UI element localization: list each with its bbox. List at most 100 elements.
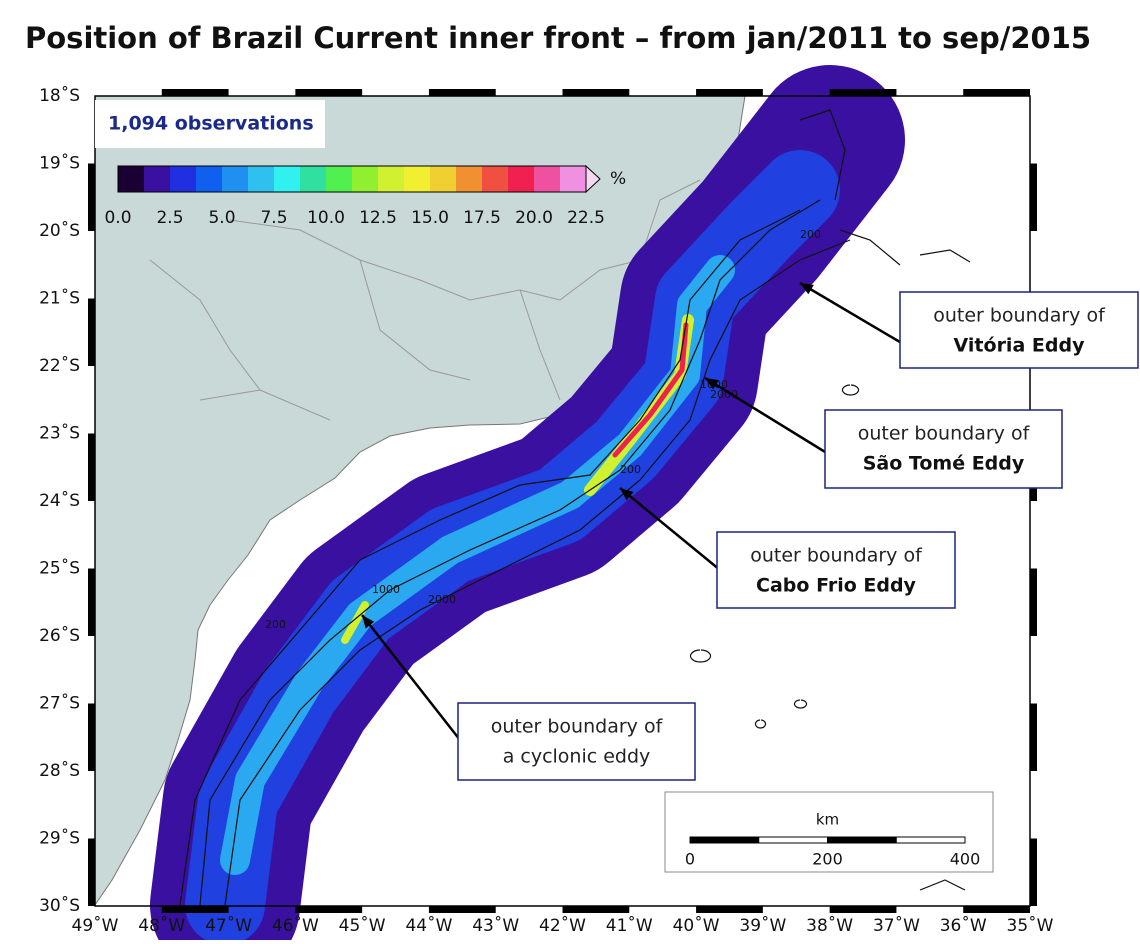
frame-bar (829, 89, 897, 96)
frame-bar (562, 906, 630, 913)
contour-label: 1000 (372, 583, 400, 596)
annotation-line2: Vitória Eddy (954, 335, 1086, 357)
annotation-arrow (704, 376, 831, 457)
annotation-box (457, 702, 696, 781)
lon-label: 39˚W (739, 915, 786, 936)
annotation-line2: São Tomé Eddy (863, 453, 1025, 475)
axes-labels: 18˚S 19˚S 20˚S 21˚S 22˚S 23˚S 24˚S 25˚S 26˚S 27˚S… (39, 85, 1054, 936)
colorbar-tick: 20.0 (515, 208, 553, 228)
observations-box (95, 100, 325, 148)
colorbar-cell (534, 166, 560, 192)
lon-label: 36˚W (940, 915, 987, 936)
scale-segment (827, 836, 897, 844)
lat-label: 24˚S (39, 490, 80, 511)
arrow-head (705, 378, 719, 390)
annotation-box (716, 531, 956, 609)
frame-bar (88, 838, 95, 906)
annotation-arrow (799, 281, 906, 347)
colorbar-cell (118, 166, 144, 192)
colorbar-tick: 7.5 (260, 208, 287, 228)
lat-label: 28˚S (39, 760, 80, 781)
lon-label: 46˚W (272, 915, 319, 936)
lat-label: 30˚S (39, 895, 80, 916)
scale-tick: 0 (685, 850, 695, 869)
lon-label: 35˚W (1007, 915, 1054, 936)
frame-bar (829, 906, 897, 913)
colorbar-cell (430, 166, 456, 192)
colorbar-cell (222, 166, 248, 192)
contour-label: 200 (800, 228, 821, 241)
frame-bar (161, 906, 229, 913)
arrow-head (620, 488, 634, 501)
front-density (150, 65, 905, 944)
annotation-arrow (361, 614, 461, 741)
map: 2001000200020010002000200 1,094 observat… (88, 65, 1037, 944)
frame-bar (88, 298, 95, 366)
lon-label: 43˚W (472, 915, 519, 936)
scale-unit: km (816, 811, 839, 829)
contour-label: 2000 (710, 388, 738, 401)
frame-bar (1030, 568, 1037, 636)
lon-label: 48˚W (138, 915, 185, 936)
frame-bar (161, 89, 229, 96)
lat-label: 19˚S (39, 153, 80, 174)
lat-label: 25˚S (39, 558, 80, 579)
frame-bar (1030, 703, 1037, 771)
colorbar-cell (352, 166, 378, 192)
lon-label: 45˚W (339, 915, 386, 936)
lat-label: 23˚S (39, 423, 80, 444)
colorbar-cell (274, 166, 300, 192)
scale-box (664, 791, 994, 873)
lon-label: 41˚W (606, 915, 653, 936)
contour-label: 2000 (428, 593, 456, 606)
scale-tick: 200 (812, 850, 843, 869)
lon-label: 47˚W (205, 915, 252, 936)
frame-bar (295, 906, 363, 913)
frame-bar (1030, 163, 1037, 231)
annotations: outer boundary of Vitória Eddy outer bound… (361, 281, 1139, 781)
colorbar-tick: 2.5 (156, 208, 183, 228)
annotation-line1: outer boundary of (933, 305, 1106, 327)
colorbar-cell (196, 166, 222, 192)
annotation-box (899, 291, 1139, 369)
isobaths (179, 109, 971, 906)
colorbar-tick: 10.0 (307, 208, 345, 228)
frame-bar (428, 89, 496, 96)
colorbar-cell (560, 166, 586, 192)
frame-bar (963, 89, 1030, 96)
arrow-head (800, 283, 814, 295)
colorbar-tick: 5.0 (208, 208, 235, 228)
colorbar-cell (248, 166, 274, 192)
annotation-arrow (619, 487, 721, 571)
lon-label: 40˚W (673, 915, 720, 936)
frame-bar (562, 89, 630, 96)
lon-label: 37˚W (873, 915, 920, 936)
colorbar-tick: 15.0 (411, 208, 449, 228)
arrow-head (362, 615, 375, 629)
annotation-line1: outer boundary of (750, 545, 923, 567)
lon-label: 49˚W (72, 915, 119, 936)
scale-segment (895, 836, 966, 844)
frame-bar (88, 433, 95, 501)
annotation-line1: outer boundary of (491, 716, 664, 738)
annotation-box (824, 409, 1063, 489)
frame-bar (696, 89, 763, 96)
scale-bar: km 0 200 400 (664, 791, 994, 873)
colorbar-cell (144, 166, 170, 192)
colorbar-cell (326, 166, 352, 192)
contour-label: 200 (620, 463, 641, 476)
annotation-line1: outer boundary of (858, 423, 1031, 445)
frame-bar (295, 89, 363, 96)
colorbar-unit: % (610, 169, 626, 189)
lon-label: 38˚W (806, 915, 853, 936)
frame-bar (88, 163, 95, 231)
colorbar-cell (170, 166, 196, 192)
lon-label: 42˚W (539, 915, 586, 936)
frame-bar (88, 703, 95, 771)
lon-label: 44˚W (405, 915, 452, 936)
frame-bar (1030, 838, 1037, 906)
frame-bar (88, 568, 95, 636)
colorbar-tick: 17.5 (463, 208, 501, 228)
colorbar-cell (508, 166, 534, 192)
